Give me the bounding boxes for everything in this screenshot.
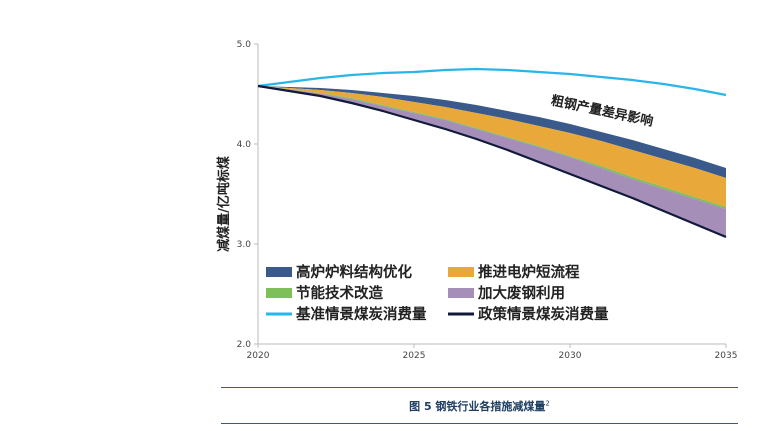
legend-label-1: 高炉炉料结构优化 [296,263,412,281]
y-tick-label: 3.0 [237,240,252,250]
legend-label-4: 加大废钢利用 [477,284,565,302]
legend-swatch-4 [448,288,474,298]
caption-text: 图 5 钢铁行业各措施减煤量 [409,400,546,413]
figure-caption: 图 5 钢铁行业各措施减煤量2 [221,398,738,414]
series-line-1 [257,67,727,97]
y-tick-label: 4.0 [237,140,252,150]
legend-label-5: 基准情景煤炭消费量 [295,305,427,323]
y-axis-label: 减煤量/亿吨标煤 [216,156,232,252]
y-tick-label: 2.0 [237,340,252,350]
series-line-2 [257,84,727,239]
legend-label-6: 政策情景煤炭消费量 [478,305,609,323]
caption-footnote: 2 [545,399,550,408]
x-tick-label: 2025 [403,351,426,361]
caption-bottom-rule [221,423,738,424]
x-tick-label: 2035 [715,351,738,361]
legend-swatch-3 [266,288,292,298]
legend-label-3: 节能技术改造 [296,284,383,302]
legend-swatch-1 [266,267,292,277]
caption-top-rule [221,387,738,388]
x-tick-label: 2020 [247,351,270,361]
y-tick-label: 5.0 [237,40,252,50]
x-tick-label: 2030 [559,351,582,361]
legend-swatch-2 [448,267,474,277]
legend-label-2: 推进电炉短流程 [478,263,580,281]
